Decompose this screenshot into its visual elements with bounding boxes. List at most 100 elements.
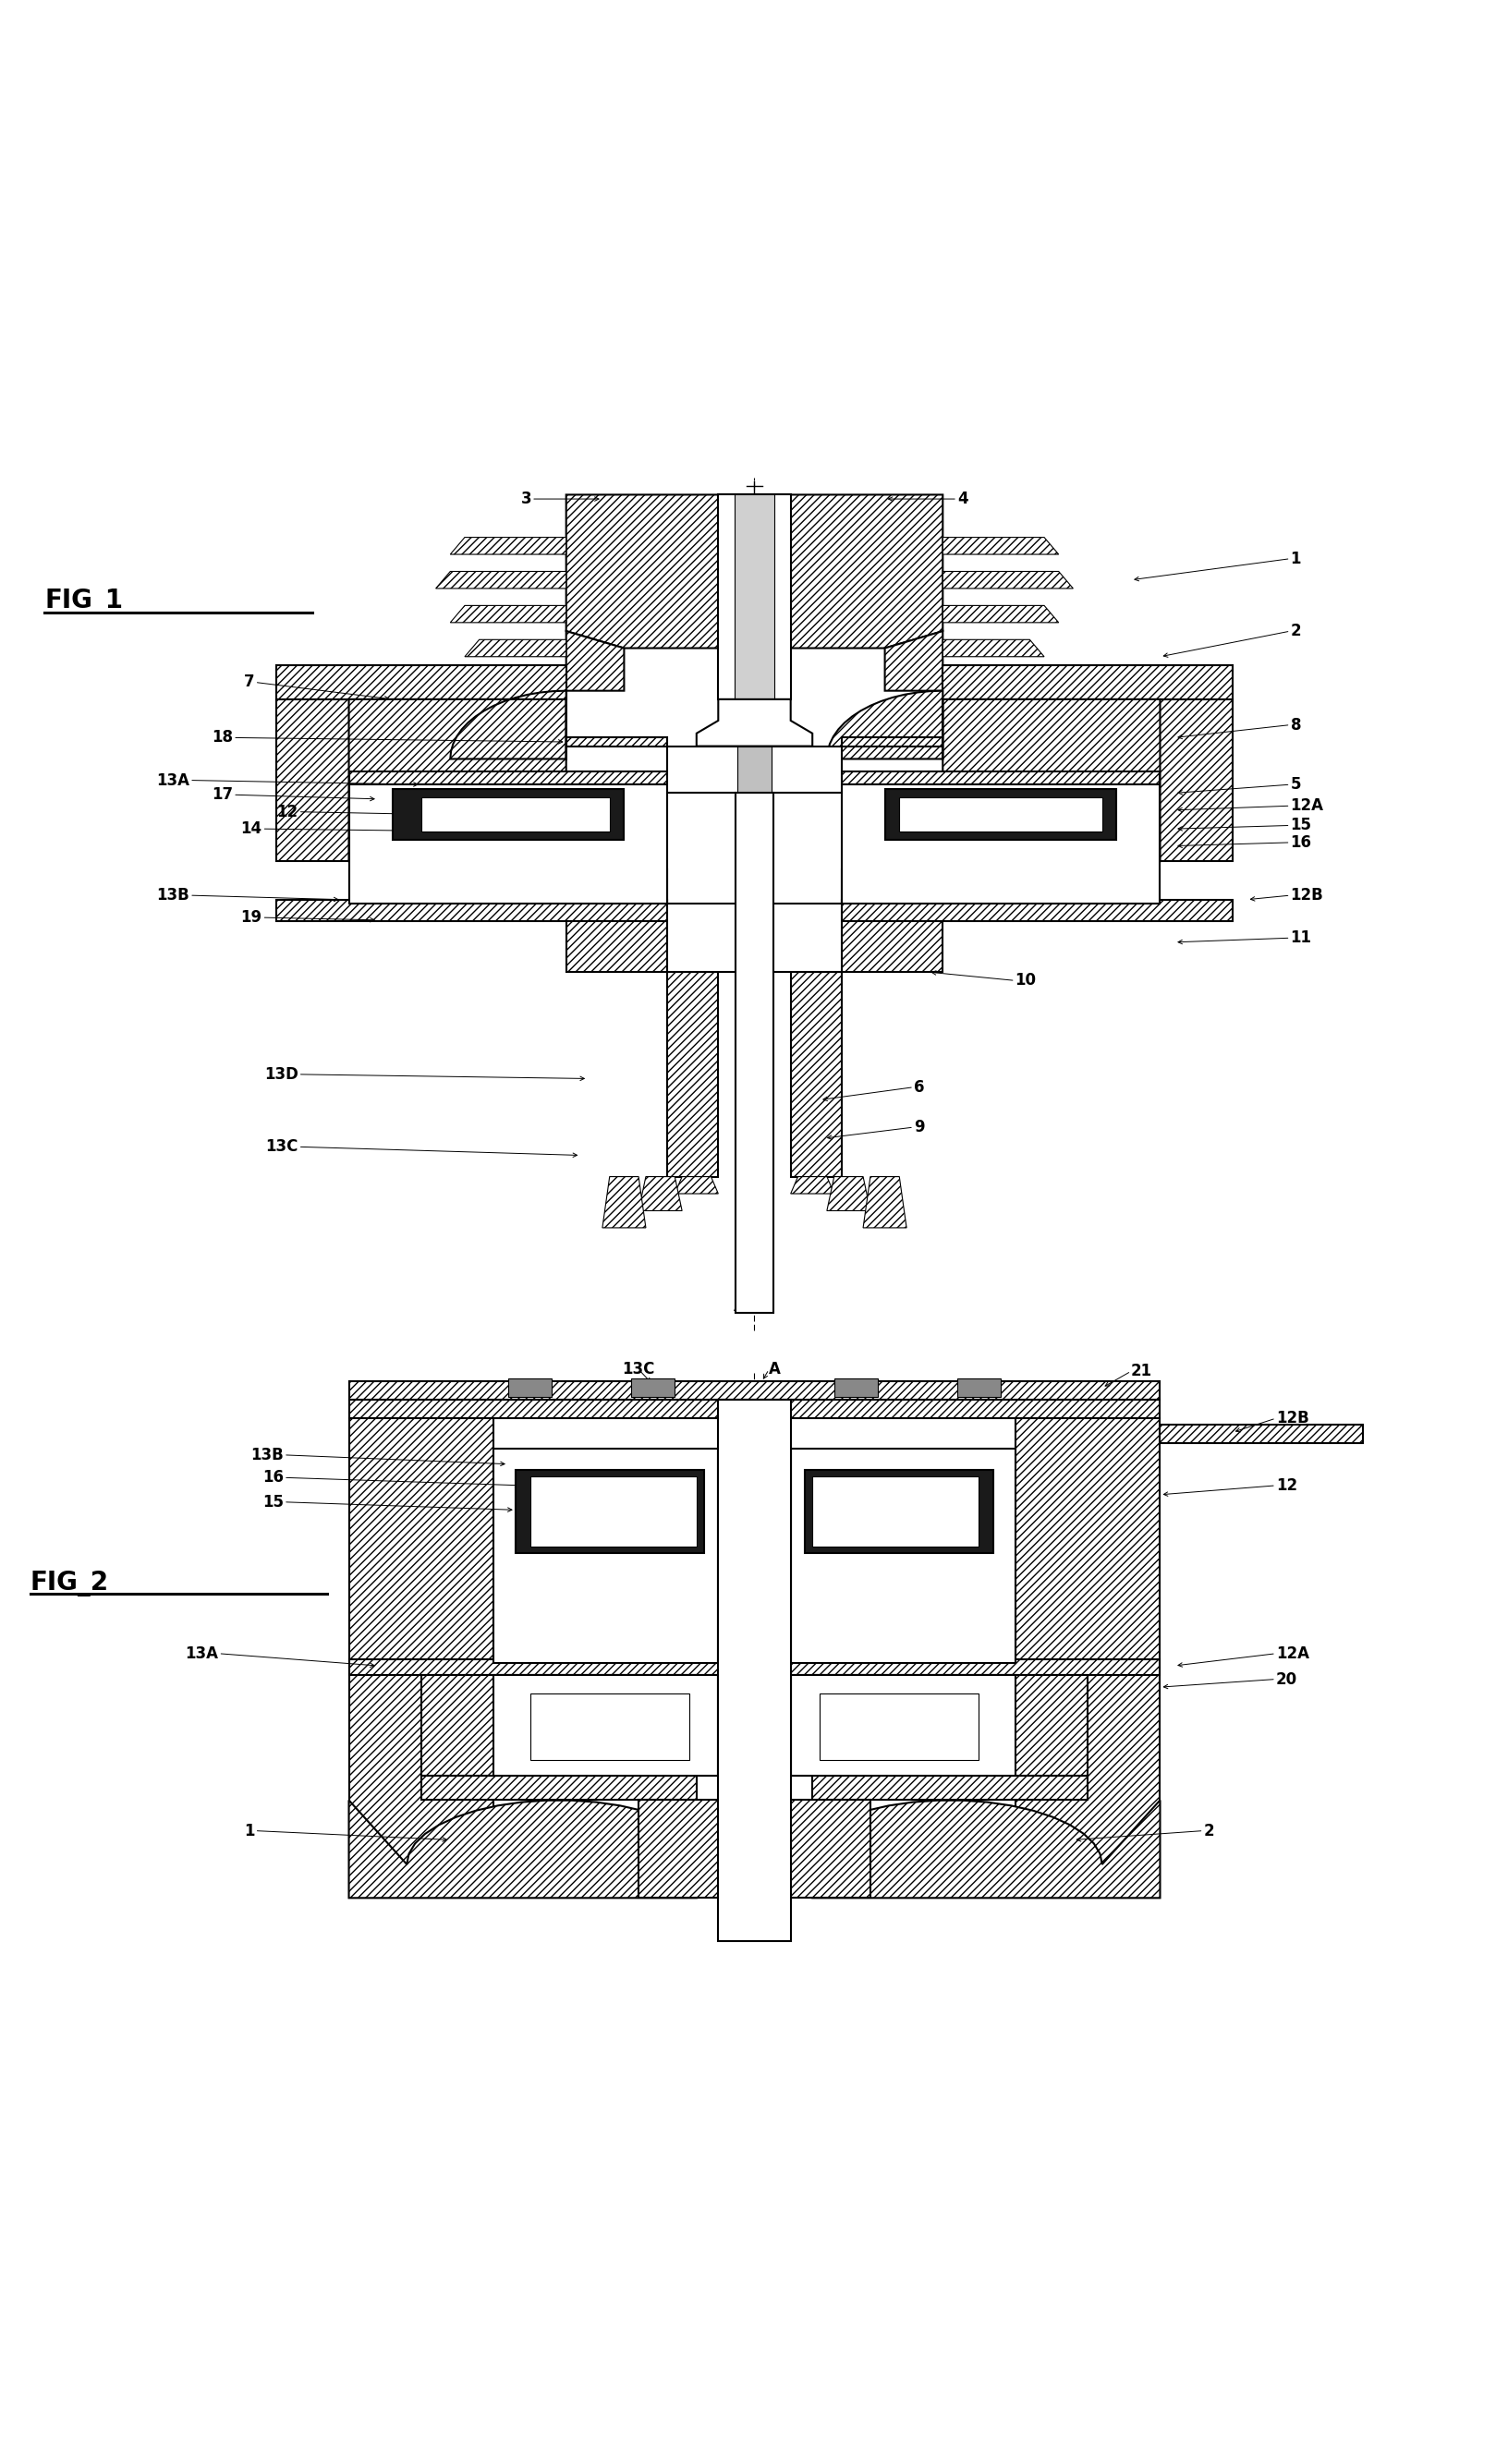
Polygon shape: [805, 1471, 992, 1552]
Polygon shape: [348, 771, 667, 784]
Text: 16: 16: [1289, 835, 1310, 850]
Text: 1: 1: [1289, 549, 1300, 567]
Polygon shape: [638, 1178, 682, 1210]
Polygon shape: [566, 922, 667, 973]
Polygon shape: [899, 798, 1101, 830]
Text: 20: 20: [1276, 1671, 1297, 1688]
Polygon shape: [348, 1400, 1160, 1419]
Polygon shape: [348, 1661, 1160, 1676]
Polygon shape: [811, 1676, 1087, 1777]
Polygon shape: [718, 1400, 790, 1942]
Polygon shape: [667, 904, 841, 973]
Text: 17: 17: [211, 786, 232, 803]
Polygon shape: [566, 737, 667, 747]
Polygon shape: [516, 1471, 703, 1552]
Polygon shape: [884, 631, 942, 690]
Polygon shape: [841, 737, 942, 747]
Polygon shape: [841, 771, 1160, 784]
Text: A: A: [733, 1299, 745, 1313]
Polygon shape: [790, 1607, 1015, 1663]
Polygon shape: [449, 606, 566, 623]
Text: 1: 1: [244, 1823, 255, 1838]
Text: A: A: [769, 1360, 780, 1377]
Polygon shape: [863, 1178, 906, 1227]
Polygon shape: [718, 495, 790, 700]
Polygon shape: [667, 747, 841, 793]
Text: FIG_2: FIG_2: [30, 1570, 109, 1597]
Polygon shape: [566, 495, 718, 648]
Text: 16: 16: [262, 1469, 284, 1486]
Polygon shape: [790, 495, 942, 648]
Polygon shape: [790, 1449, 1015, 1663]
Polygon shape: [734, 495, 774, 700]
Polygon shape: [1160, 700, 1232, 862]
Polygon shape: [348, 1801, 710, 1897]
Polygon shape: [638, 1801, 870, 1897]
Text: 12: 12: [276, 803, 299, 821]
Polygon shape: [811, 1476, 979, 1547]
Polygon shape: [736, 747, 772, 793]
Polygon shape: [276, 665, 566, 700]
Polygon shape: [790, 1676, 1015, 1777]
Polygon shape: [630, 1377, 674, 1397]
Polygon shape: [493, 1676, 718, 1777]
Polygon shape: [348, 784, 667, 904]
Polygon shape: [392, 788, 624, 840]
Polygon shape: [826, 690, 1160, 862]
Text: FIG_1: FIG_1: [45, 589, 124, 614]
Polygon shape: [736, 793, 772, 1313]
Text: 8: 8: [1289, 717, 1300, 734]
Polygon shape: [819, 1693, 979, 1759]
Polygon shape: [956, 1377, 1000, 1397]
Polygon shape: [841, 922, 942, 973]
Polygon shape: [348, 1382, 1160, 1400]
Polygon shape: [348, 870, 667, 904]
Polygon shape: [449, 537, 566, 554]
Polygon shape: [884, 788, 1116, 840]
Polygon shape: [1015, 1419, 1160, 1897]
Polygon shape: [798, 1801, 1160, 1897]
Polygon shape: [826, 1178, 870, 1210]
Text: 12A: 12A: [1276, 1646, 1309, 1661]
Polygon shape: [942, 537, 1059, 554]
Text: 12B: 12B: [1289, 887, 1323, 904]
Text: 7: 7: [244, 675, 255, 690]
Text: 13D: 13D: [264, 1067, 299, 1082]
Text: 13C: 13C: [265, 1138, 299, 1156]
Text: 10: 10: [1015, 973, 1036, 988]
Polygon shape: [529, 1693, 689, 1759]
Text: 13B: 13B: [250, 1446, 284, 1464]
Text: 12B: 12B: [1276, 1409, 1307, 1427]
Text: 9: 9: [914, 1119, 924, 1136]
Polygon shape: [667, 973, 718, 1178]
Polygon shape: [276, 899, 667, 922]
Text: 2: 2: [1203, 1823, 1214, 1838]
Text: 4: 4: [956, 490, 968, 508]
Polygon shape: [421, 1777, 697, 1801]
Text: 12: 12: [1276, 1478, 1297, 1493]
Polygon shape: [348, 1419, 493, 1897]
Polygon shape: [1160, 1424, 1362, 1444]
Text: 2: 2: [1289, 623, 1300, 638]
Polygon shape: [942, 572, 1072, 589]
Polygon shape: [493, 1449, 718, 1663]
Polygon shape: [421, 798, 609, 830]
Polygon shape: [834, 1377, 878, 1397]
Polygon shape: [790, 1178, 834, 1193]
Text: 13A: 13A: [185, 1646, 219, 1661]
Polygon shape: [942, 641, 1044, 655]
Polygon shape: [464, 641, 566, 655]
Text: 12A: 12A: [1289, 798, 1323, 813]
Polygon shape: [697, 700, 811, 747]
Text: 19: 19: [240, 909, 262, 926]
Polygon shape: [602, 1178, 645, 1227]
Polygon shape: [348, 690, 566, 862]
Text: 6: 6: [914, 1079, 924, 1096]
Polygon shape: [529, 1476, 697, 1547]
Polygon shape: [276, 700, 348, 862]
Polygon shape: [790, 973, 841, 1178]
Polygon shape: [421, 1676, 697, 1777]
Polygon shape: [436, 572, 566, 589]
Text: 13A: 13A: [157, 771, 190, 788]
Polygon shape: [674, 1178, 718, 1193]
